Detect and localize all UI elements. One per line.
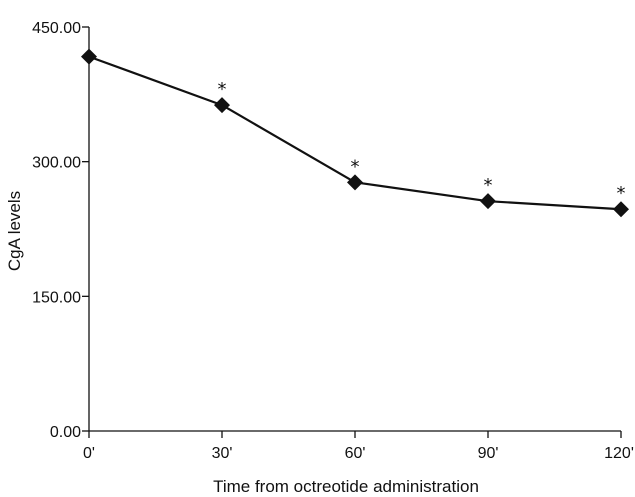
- y-tick-label: 150.00: [32, 289, 81, 306]
- series-group: * * * *: [81, 48, 629, 218]
- data-point-marker: [480, 193, 496, 210]
- x-tick-label: 60': [345, 445, 366, 462]
- x-tick-label: 0': [83, 445, 95, 462]
- y-axis-title: CgA levels: [5, 191, 24, 271]
- data-point-marker: [613, 201, 629, 218]
- data-point-marker: [214, 97, 230, 114]
- x-tick-label: 90': [478, 445, 499, 462]
- x-tick-label: 30': [212, 445, 233, 462]
- y-tick-label: 300.00: [32, 155, 81, 172]
- significance-annotation: *: [351, 156, 360, 177]
- significance-annotation: *: [218, 79, 227, 100]
- y-tick-label: 450.00: [32, 20, 81, 37]
- data-point-marker: [81, 48, 97, 65]
- x-axis-title: Time from octreotide administration: [213, 477, 479, 496]
- x-ticks: 0' 30' 60' 90' 120': [83, 431, 634, 462]
- significance-annotation: *: [484, 175, 493, 196]
- x-tick-label: 120': [604, 445, 634, 462]
- y-tick-label: 0.00: [50, 424, 81, 441]
- y-ticks: 0.00 150.00 300.00 450.00: [32, 20, 89, 441]
- significance-annotation: *: [617, 183, 626, 204]
- axes: [88, 27, 621, 432]
- data-point-marker: [347, 174, 363, 191]
